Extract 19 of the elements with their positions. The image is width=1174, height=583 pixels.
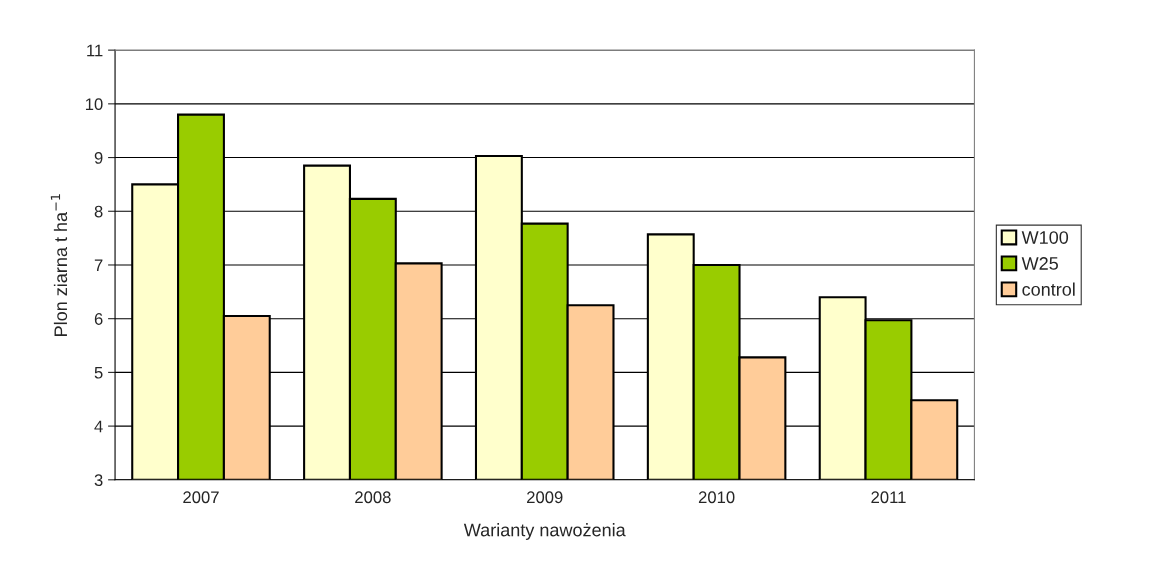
x-tick-label: 2007 — [183, 491, 219, 504]
y-axis-title: Plon ziarna t ha$^{−1}$ — [50, 194, 68, 336]
legend-label: control — [1022, 282, 1075, 296]
y-tick-label: 9 — [94, 151, 103, 164]
legend-label: W100 — [1021, 231, 1069, 244]
y-tick-label: 7 — [94, 259, 103, 272]
y-tick-label: 4 — [94, 420, 103, 433]
x-tick-label: 2008 — [355, 491, 391, 504]
y-tick-label: 10 — [85, 98, 103, 111]
y-tick-label: 3 — [94, 474, 103, 487]
y-tick-label: 11 — [87, 44, 103, 57]
x-tick-label: 2010 — [698, 491, 735, 504]
y-tick-label: 6 — [94, 313, 103, 325]
x-axis-title: Warianty nawożenia — [463, 523, 626, 540]
y-tick-label: 8 — [94, 205, 103, 218]
x-tick-label: 2009 — [527, 491, 563, 504]
legend-label: W25 — [1021, 257, 1058, 270]
y-tick-label: 5 — [94, 366, 103, 379]
x-tick-label: 2011 — [871, 491, 906, 504]
